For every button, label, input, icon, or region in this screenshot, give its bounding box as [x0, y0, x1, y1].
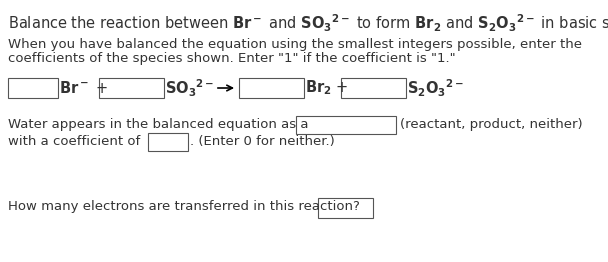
Text: $\bf{Br_2}$ +: $\bf{Br_2}$ +	[305, 79, 348, 97]
Text: with a coefficient of: with a coefficient of	[8, 135, 140, 148]
Bar	[318, 198, 373, 218]
Text: coefficients of the species shown. Enter "1" if the coefficient is "1.": coefficients of the species shown. Enter…	[8, 52, 455, 65]
Text: $\bf{SO_3{}^{2-}}$: $\bf{SO_3{}^{2-}}$	[165, 77, 215, 99]
Bar	[8, 78, 58, 98]
Text: . (Enter 0 for neither.): . (Enter 0 for neither.)	[190, 135, 335, 148]
Text: How many electrons are transferred in this reaction?: How many electrons are transferred in th…	[8, 200, 360, 213]
Bar	[239, 78, 304, 98]
Text: Balance the reaction between $\bf{Br^-}$ and $\bf{SO_3{}^{2-}}$ to form $\bf{Br_: Balance the reaction between $\bf{Br^-}$…	[8, 13, 608, 34]
Bar	[296, 116, 396, 134]
Bar	[148, 133, 188, 151]
Text: $\bf{Br^-}$ +: $\bf{Br^-}$ +	[59, 80, 108, 96]
Text: When you have balanced the equation using the smallest integers possible, enter : When you have balanced the equation usin…	[8, 38, 582, 51]
Text: $\bf{S_2O_3{}^{2-}}$: $\bf{S_2O_3{}^{2-}}$	[407, 77, 464, 99]
Bar	[99, 78, 164, 98]
Text: (reactant, product, neither): (reactant, product, neither)	[400, 118, 582, 131]
Text: Water appears in the balanced equation as a: Water appears in the balanced equation a…	[8, 118, 308, 131]
Bar	[341, 78, 406, 98]
